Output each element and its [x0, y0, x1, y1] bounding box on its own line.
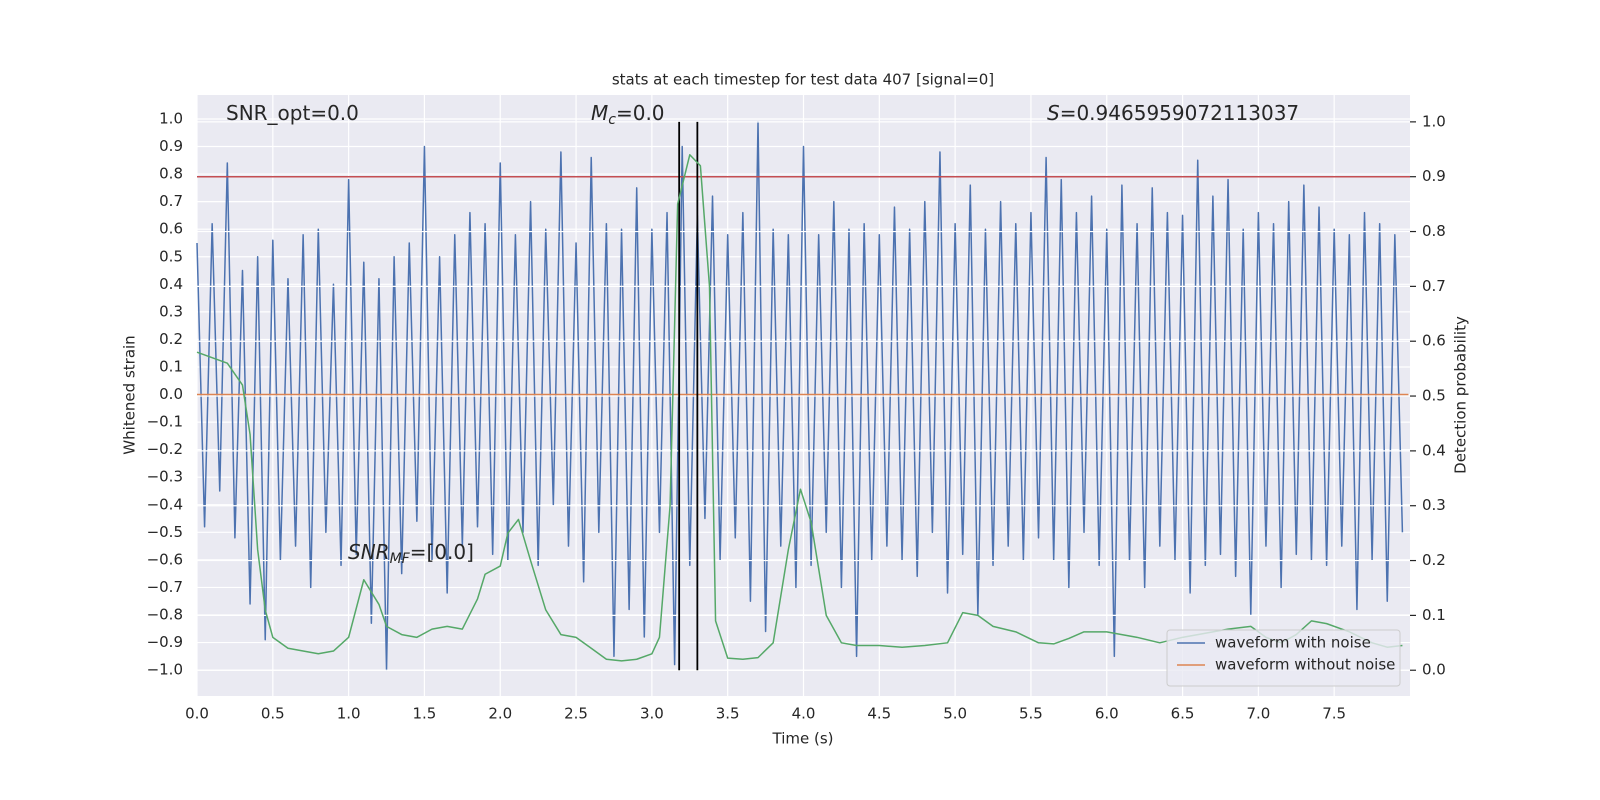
x-tick-label: 1.5: [413, 705, 437, 723]
y-tick-label: 0.2: [159, 330, 183, 348]
x-axis-label: Time (s): [772, 730, 834, 748]
x-tick-label: 7.5: [1322, 705, 1346, 723]
annotation: S=0.9465959072113037: [1047, 101, 1299, 125]
y-tick-label: −0.3: [147, 468, 183, 486]
y2-tick-label: 0.6: [1422, 332, 1446, 350]
y2-tick-label: 0.4: [1422, 441, 1446, 459]
annotation: SNRMF=[0.0]: [348, 540, 474, 568]
y-tick-label: 0.0: [159, 385, 183, 403]
x-tick-label: 0.0: [185, 705, 209, 723]
y-axis-label: Whitened strain: [121, 335, 139, 454]
y-tick-label: 0.7: [159, 192, 183, 210]
y-tick-label: −0.6: [147, 550, 183, 568]
y-tick-label: 0.5: [159, 247, 183, 265]
y-tick-label: 0.3: [159, 302, 183, 320]
annotation-part: =[0.0]: [410, 540, 474, 564]
series-line: [196, 120, 1404, 671]
y-tick-label: 0.6: [159, 220, 183, 238]
annotation-part: M: [591, 101, 608, 125]
annotation-part: MF: [390, 551, 411, 567]
legend-label: waveform without noise: [1215, 656, 1395, 674]
x-tick-label: 6.0: [1095, 705, 1119, 723]
y-tick-label: 0.1: [159, 357, 183, 375]
y2-tick-label: 0.3: [1422, 496, 1446, 514]
y2-tick-label: 0.0: [1422, 661, 1446, 679]
annotation-part: c: [608, 112, 616, 128]
y2-tick-label: 0.7: [1422, 277, 1446, 295]
legend-box: [1166, 629, 1401, 687]
y-tick-label: 0.4: [159, 275, 183, 293]
x-tick-label: 5.0: [943, 705, 967, 723]
x-tick-label: 1.0: [337, 705, 361, 723]
y2-tick-label: 0.5: [1422, 387, 1446, 405]
annotation-part: SNR: [348, 540, 390, 564]
annotation: Mc=0.0: [591, 101, 665, 129]
y-tick-label: −0.9: [147, 633, 183, 651]
series-line: [196, 154, 1403, 662]
x-tick-label: 2.5: [564, 705, 588, 723]
annotation-part: S: [1047, 101, 1060, 125]
x-tick-label: 4.0: [792, 705, 816, 723]
annotation: SNR_opt=0.0: [226, 101, 359, 125]
x-tick-label: 0.5: [261, 705, 285, 723]
y-tick-label: −0.2: [147, 440, 183, 458]
x-tick-label: 4.5: [867, 705, 891, 723]
y-tick-label: 1.0: [159, 109, 183, 127]
y-tick-label: −0.8: [147, 605, 183, 623]
x-tick-label: 5.5: [1019, 705, 1043, 723]
y-tick-label: 0.9: [159, 137, 183, 155]
y2-axis-label: Detection probability: [1452, 316, 1470, 474]
y2-tick-label: 0.8: [1422, 222, 1446, 240]
y2-tick-label: 0.9: [1422, 167, 1446, 185]
x-tick-label: 3.5: [716, 705, 740, 723]
y-tick-label: 0.8: [159, 165, 183, 183]
y-tick-label: −1.0: [147, 661, 183, 679]
y-tick-label: −0.5: [147, 523, 183, 541]
y-tick-label: −0.4: [147, 495, 183, 513]
y-tick-label: −0.1: [147, 413, 183, 431]
annotation-part: =0.9465959072113037: [1060, 101, 1299, 125]
y-tick-label: −0.7: [147, 578, 183, 596]
x-tick-label: 7.0: [1246, 705, 1270, 723]
legend-label: waveform with noise: [1215, 634, 1371, 652]
y2-tick-label: 0.2: [1422, 551, 1446, 569]
x-tick-label: 6.5: [1171, 705, 1195, 723]
annotation-part: =0.0: [616, 101, 665, 125]
annotation-part: SNR_opt=0.0: [226, 101, 359, 125]
y2-tick-label: 1.0: [1422, 112, 1446, 130]
x-tick-label: 3.0: [640, 705, 664, 723]
chart-title: stats at each timestep for test data 407…: [612, 71, 994, 89]
y2-tick-label: 0.1: [1422, 606, 1446, 624]
x-tick-label: 2.0: [488, 705, 512, 723]
